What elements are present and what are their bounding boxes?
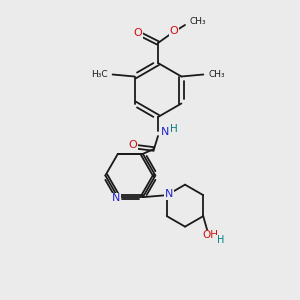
- Text: H: H: [217, 235, 224, 245]
- Text: N: N: [112, 193, 120, 203]
- Text: O: O: [129, 140, 137, 150]
- Text: OH: OH: [202, 230, 218, 240]
- Text: H₃C: H₃C: [91, 70, 108, 79]
- Text: N: N: [165, 189, 173, 199]
- Text: O: O: [134, 28, 142, 38]
- Text: CH₃: CH₃: [208, 70, 225, 79]
- Text: H: H: [170, 124, 178, 134]
- Text: O: O: [169, 26, 178, 36]
- Text: CH₃: CH₃: [189, 17, 206, 26]
- Text: N: N: [161, 127, 169, 137]
